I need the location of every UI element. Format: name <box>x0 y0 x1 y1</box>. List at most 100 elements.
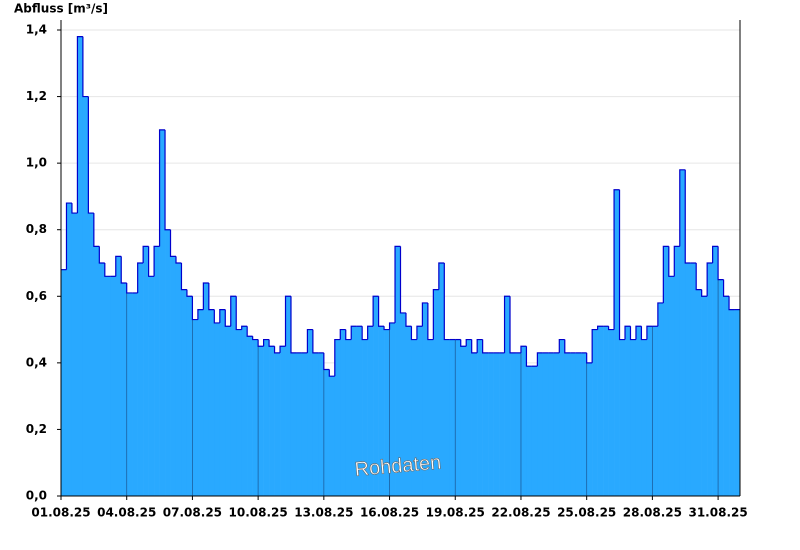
area-step <box>734 309 741 496</box>
step-line <box>361 326 368 341</box>
area-step <box>395 246 401 496</box>
area-step <box>515 352 522 496</box>
x-tick-label: 13.08.25 <box>294 506 353 520</box>
area-step <box>373 296 379 496</box>
step-line <box>383 326 390 331</box>
area-step <box>400 312 407 496</box>
step-line <box>197 309 204 320</box>
step-line <box>388 322 396 330</box>
area-step <box>422 302 429 496</box>
area-step <box>477 339 483 496</box>
area-step <box>460 346 467 496</box>
step-line <box>405 312 412 327</box>
x-tick-label: 28.08.25 <box>623 506 682 520</box>
step-line <box>175 256 182 264</box>
step-line <box>443 263 450 341</box>
step-line <box>536 352 543 367</box>
area-step <box>165 229 171 496</box>
area-step <box>82 96 89 497</box>
area-step <box>181 289 188 496</box>
step-line <box>591 328 598 363</box>
step-line <box>618 189 626 341</box>
area-step <box>362 339 368 496</box>
step-line <box>410 326 417 341</box>
step-line <box>662 245 669 303</box>
area-step <box>597 326 604 496</box>
area-step <box>570 352 577 496</box>
area-step <box>701 296 708 496</box>
area-step <box>77 36 84 497</box>
area-step <box>646 326 653 496</box>
x-tick-label: 07.08.25 <box>163 506 222 520</box>
area-step <box>641 339 648 496</box>
area-step <box>657 302 664 496</box>
step-line <box>87 96 94 214</box>
x-tick-label: 10.08.25 <box>229 506 288 520</box>
area-step <box>652 326 659 496</box>
step-line <box>241 325 248 330</box>
step-line <box>476 338 483 353</box>
step-line <box>564 339 571 354</box>
step-line <box>202 282 209 310</box>
step-line <box>394 245 401 323</box>
area-step <box>608 329 615 496</box>
area-step <box>296 352 303 496</box>
step-line <box>186 289 193 297</box>
step-line <box>164 129 171 231</box>
area-step <box>340 329 347 496</box>
area-step <box>592 329 598 496</box>
area-step <box>323 369 330 496</box>
step-line <box>93 213 100 247</box>
area-step <box>526 366 533 496</box>
area-step <box>258 346 264 496</box>
area-step <box>504 296 511 496</box>
step-line <box>712 245 719 263</box>
area-step <box>542 352 549 496</box>
area-step <box>247 336 253 496</box>
area-step <box>619 339 626 496</box>
step-line <box>169 229 176 257</box>
area-step <box>132 292 138 496</box>
step-line <box>399 246 406 314</box>
area-step <box>411 339 418 496</box>
area-step <box>148 276 155 496</box>
step-line <box>460 339 467 347</box>
area-step <box>718 279 724 496</box>
step-line <box>208 282 215 311</box>
area-step <box>170 256 177 496</box>
area-step <box>99 263 106 496</box>
area-step <box>378 326 385 496</box>
area-step <box>329 376 336 496</box>
step-line <box>635 325 642 340</box>
area-step <box>367 326 374 496</box>
step-line <box>284 295 291 347</box>
step-line <box>722 279 730 297</box>
area-step <box>416 326 423 496</box>
area-step <box>679 169 686 497</box>
area-step <box>301 352 308 496</box>
area-step <box>312 352 319 496</box>
area-step <box>307 329 314 496</box>
step-line <box>137 262 144 293</box>
area-step <box>614 189 620 496</box>
step-line <box>65 202 72 270</box>
step-line <box>427 302 434 341</box>
x-tick-label: 19.08.25 <box>426 506 485 520</box>
area-step <box>564 352 571 496</box>
step-line <box>597 325 604 330</box>
step-line <box>219 309 226 323</box>
area-step <box>444 339 451 496</box>
area-step <box>263 339 270 496</box>
step-line <box>323 352 330 371</box>
step-line <box>421 302 428 327</box>
step-line <box>180 263 187 291</box>
area-step <box>559 339 566 496</box>
step-line <box>115 255 122 277</box>
area-step <box>192 319 199 496</box>
y-tick-label: 0,8 <box>26 222 47 236</box>
x-tick-label: 16.08.25 <box>360 506 419 520</box>
area-step <box>625 326 631 496</box>
area-step <box>159 129 166 496</box>
step-line <box>668 246 675 277</box>
